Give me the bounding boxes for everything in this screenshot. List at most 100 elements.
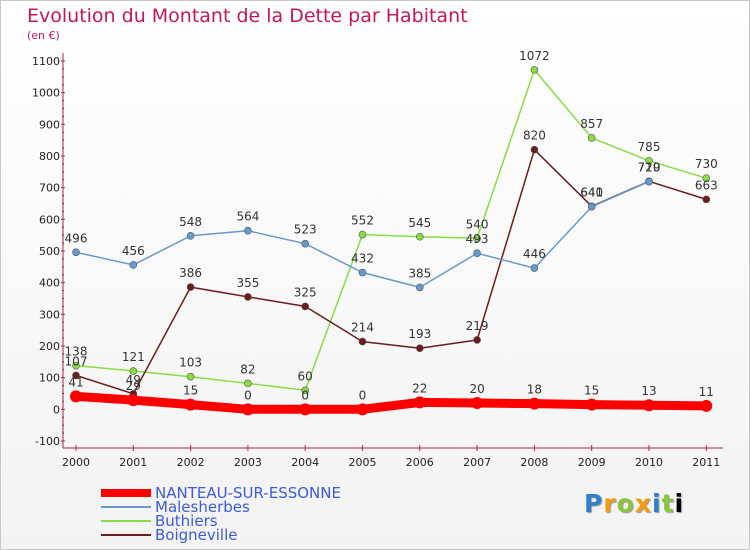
axes: -100010020030040050060070080090010001100… [32, 53, 723, 469]
data-label: 103 [179, 356, 202, 370]
y-tick-label: 900 [39, 118, 60, 131]
data-point [473, 249, 481, 258]
data-point [356, 403, 369, 416]
data-point [299, 403, 312, 416]
data-labels: 138 121 103 82 60 552 545 540 1072 857 785 730 107 49… [65, 49, 718, 402]
data-point [473, 234, 481, 243]
legend-label: Malesherbes [155, 498, 250, 516]
data-label: 641 [580, 185, 603, 199]
data-point [645, 156, 653, 165]
legend: NANTEAU-SUR-ESSONNEMalesherbesButhiersBo… [101, 484, 341, 544]
data-label: 22 [412, 381, 427, 395]
series-line [75, 69, 708, 392]
data-label: 11 [699, 385, 714, 399]
x-tick-label: 2011 [692, 456, 720, 469]
data-label: 548 [179, 215, 202, 229]
data-label: 355 [236, 276, 259, 290]
data-label: 0 [359, 388, 367, 402]
x-tick-label: 2003 [234, 456, 262, 469]
data-point [244, 226, 252, 235]
data-label: 552 [351, 214, 374, 228]
data-label: 15 [584, 384, 599, 398]
data-point [241, 403, 254, 416]
data-point [643, 399, 655, 412]
data-label: 496 [65, 231, 88, 245]
data-label: 29 [126, 379, 141, 393]
data-label: 545 [408, 216, 431, 230]
data-point [413, 396, 426, 409]
data-label: 20 [469, 382, 484, 396]
x-tick-label: 2009 [578, 456, 606, 469]
data-label: 0 [244, 388, 252, 402]
data-point [415, 232, 424, 241]
x-tick-label: 2000 [62, 456, 90, 469]
data-label: 121 [122, 350, 145, 364]
data-point [645, 177, 653, 186]
data-label: 193 [408, 327, 431, 341]
y-tick-label: 200 [39, 340, 60, 353]
data-label: 540 [466, 217, 489, 231]
data-label: 15 [183, 384, 198, 398]
y-tick-label: 700 [39, 182, 60, 195]
data-label: 785 [638, 140, 661, 154]
data-point [702, 195, 711, 204]
legend-label: Boigneville [155, 526, 238, 544]
y-tick-label: 100 [39, 372, 60, 385]
data-point [186, 372, 195, 381]
data-point [528, 397, 541, 410]
data-point [129, 261, 138, 269]
data-label: 0 [301, 388, 309, 402]
data-point [415, 344, 424, 353]
x-tick-label: 2001 [119, 456, 147, 469]
x-tick-label: 2005 [349, 456, 377, 469]
data-label: 49 [126, 373, 141, 387]
data-point [473, 336, 481, 344]
data-point [184, 398, 197, 411]
data-point [244, 379, 252, 388]
data-point [587, 202, 596, 211]
x-tick-label: 2004 [291, 456, 319, 469]
data-point [129, 367, 138, 375]
y-tick-label: 500 [39, 245, 60, 258]
data-point [72, 361, 80, 370]
data-label: 214 [351, 321, 374, 335]
data-point [530, 145, 539, 154]
data-label: 325 [294, 285, 317, 299]
data-label: 60 [298, 369, 313, 383]
data-label: 857 [580, 117, 603, 131]
x-tick-label: 2006 [406, 456, 434, 469]
y-tick-label: 1000 [32, 87, 60, 100]
data-label: 82 [240, 362, 255, 376]
series-points [70, 66, 713, 416]
series-line [71, 391, 711, 414]
data-point [70, 390, 82, 403]
y-tick-label: 600 [39, 213, 60, 226]
data-point [72, 371, 80, 380]
data-label: 446 [523, 247, 546, 261]
data-point [415, 283, 424, 292]
legend-label: NANTEAU-SUR-ESSONNE [155, 484, 341, 502]
data-label: 138 [65, 345, 88, 359]
data-point [127, 394, 140, 407]
data-point [244, 293, 252, 301]
x-tick-label: 2010 [635, 456, 663, 469]
y-tick-label: 300 [39, 308, 60, 321]
data-point [585, 398, 598, 411]
x-tick-label: 2002 [177, 456, 205, 469]
chart-subtitle: (en €) [27, 29, 60, 42]
data-label: 386 [179, 266, 202, 280]
data-label: 219 [466, 319, 489, 333]
data-point [530, 264, 539, 272]
data-label: 432 [351, 252, 374, 266]
data-label: 730 [695, 157, 718, 171]
data-point [301, 302, 310, 311]
data-label: 564 [236, 210, 259, 224]
x-tick-label: 2007 [463, 456, 491, 469]
data-label: 720 [638, 160, 661, 174]
series-line [75, 148, 708, 395]
y-tick-label: 400 [39, 277, 60, 290]
data-label: 456 [122, 244, 145, 258]
data-point [700, 399, 713, 412]
